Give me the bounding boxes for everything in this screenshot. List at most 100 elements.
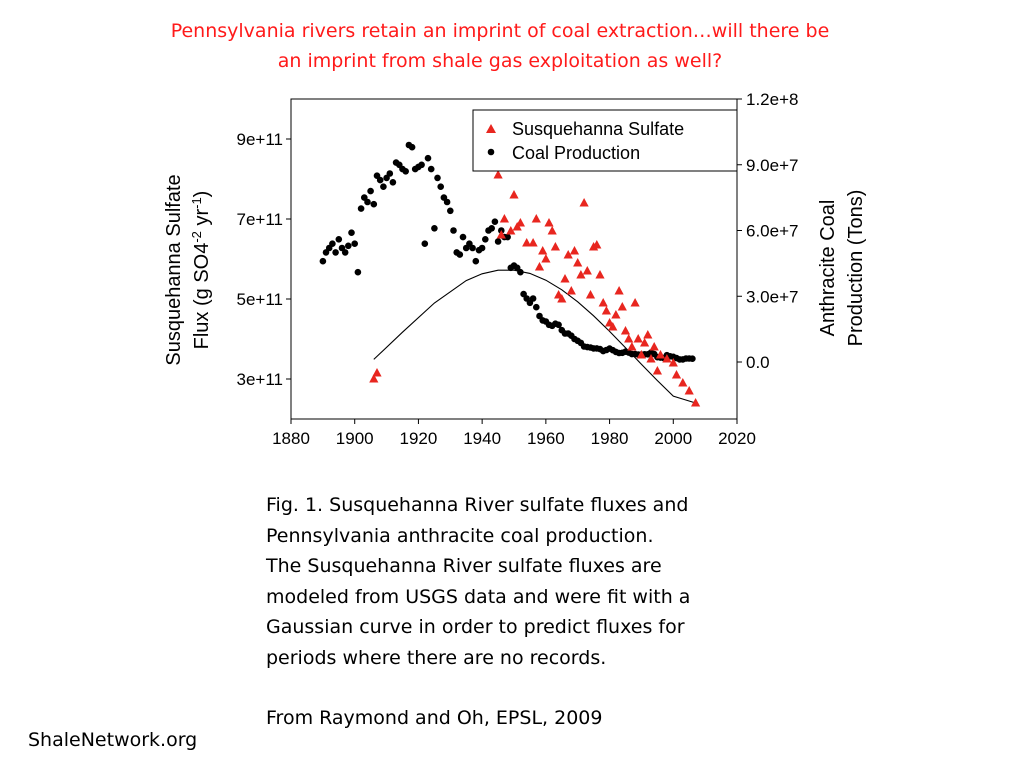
sulfate-flux-point [655, 350, 666, 359]
sulfate-flux-point [678, 378, 688, 387]
coal-production-point [341, 249, 349, 256]
legend: Susquehanna Sulfate Coal Production [472, 109, 738, 172]
sulfate-flux-point [617, 302, 627, 311]
left-axis-title-line-1: Susquehanna Sulfate [163, 174, 185, 365]
legend-sulfate-marker [486, 124, 496, 133]
right-axis-title-line-2: Production (Tons) [845, 190, 867, 347]
caption-line: periods where there are no records. [266, 646, 607, 669]
slide-title-line-1: Pennsylvania rivers retain an imprint of… [170, 20, 830, 42]
x-axis-tick-label: 1880 [272, 429, 310, 448]
sulfate-flux-point [649, 342, 659, 351]
sulfate-flux-point [620, 326, 631, 335]
coal-production-point [351, 240, 359, 247]
sulfate-flux-point [493, 170, 503, 179]
coal-production-point [335, 236, 343, 243]
sulfate-flux-point [608, 322, 618, 331]
sulfate-flux-point [560, 274, 570, 283]
left-axis-tick-label: 3e+11 [237, 370, 283, 389]
sulfate-flux-point [652, 366, 662, 375]
coal-production-point [504, 233, 511, 241]
sulfate-flux-point [509, 190, 519, 199]
sulfate-flux-point [611, 310, 621, 319]
coal-production-point [332, 249, 339, 256]
sulfate-flux-point [671, 370, 682, 379]
sulfate-flux-point [534, 262, 545, 271]
sulfate-flux-point [499, 214, 509, 223]
sulfate-flux-point [643, 330, 653, 339]
coal-production-point [491, 218, 499, 225]
coal-production-point [380, 183, 387, 190]
sulfate-flux-point [369, 374, 379, 383]
caption-line: modeled from USGS data and were fit with… [266, 585, 691, 608]
coal-production-point [450, 227, 457, 234]
slide-title-line-2: an imprint from shale gas exploitation a… [277, 50, 723, 72]
sulfate-flux-point [544, 218, 554, 227]
sulfate-flux-point [506, 226, 516, 235]
coal-production-point [389, 179, 397, 186]
coal-production-point [424, 154, 432, 162]
coal-production-point [478, 244, 486, 252]
legend-coal-label: Coal Production [512, 143, 640, 163]
sulfate-flux-point [573, 258, 583, 267]
sulfate-flux-point [691, 398, 701, 407]
right-axis-tick-label: 1.2e+8 [746, 90, 798, 109]
sulfate-flux-point [557, 294, 567, 303]
coal-production-point [418, 161, 425, 169]
x-axis-tick-label: 1940 [463, 429, 501, 448]
figure-caption: Fig. 1. Susquehanna River sulfate fluxes… [266, 490, 766, 734]
source-citation: From Raymond and Oh, EPSL, 2009 [266, 707, 603, 729]
sulfate-flux-point [576, 270, 586, 279]
coal-production-point [386, 170, 394, 177]
sulfate-flux-point [496, 230, 506, 239]
sulfate-flux-point [627, 342, 637, 351]
sulfate-flux-point [640, 338, 650, 347]
coal-production-point [427, 165, 435, 173]
legend-sulfate-label: Susquehanna Sulfate [512, 119, 684, 139]
legend-box [472, 109, 738, 172]
coal-production-point [319, 257, 327, 265]
coal-production-point [488, 225, 496, 232]
coal-production-point [329, 240, 336, 247]
sulfate-flux-point [547, 226, 557, 235]
sulfate-flux-point [569, 246, 580, 255]
coal-production-point [459, 233, 467, 241]
right-axis-title-line-1: Anthracite Coal [817, 200, 839, 337]
sulfate-flux-point [541, 254, 551, 263]
sulfate-flux-point [563, 250, 573, 259]
sulfate-flux-point [598, 298, 608, 307]
right-axis-tick-label: 3.0e+7 [746, 287, 798, 306]
coal-production-point [408, 143, 416, 151]
right-axis-tick-label: 0.0 [746, 353, 770, 372]
coal-production-point [364, 198, 371, 206]
coal-production-point [431, 225, 438, 232]
sulfate-flux-point [646, 354, 656, 363]
coal-production-point [376, 176, 384, 184]
sulfate-flux-point [550, 242, 560, 251]
x-axis-tick-label: 1900 [336, 429, 374, 448]
sulfate-flux-point [585, 290, 596, 299]
coal-production-point [447, 207, 454, 215]
sulfate-flux-point [662, 354, 672, 363]
sulfate-flux-point [579, 198, 589, 207]
sulfate-flux-point [668, 358, 678, 367]
right-axis-tick-label: 9.0e+7 [746, 156, 798, 175]
legend-coal-marker [487, 148, 495, 156]
coal-production-point [421, 240, 429, 247]
coal-production-point [482, 236, 489, 243]
right-axis-tick-label: 6.0e+7 [746, 222, 798, 241]
coal-production-point [354, 268, 362, 276]
coal-production-point [533, 303, 540, 311]
coal-production-point [367, 187, 374, 195]
coal-production-point [402, 168, 410, 175]
x-axis-tick-label: 1960 [527, 429, 565, 448]
coal-production-point [494, 238, 502, 245]
sulfate-flux-point [633, 334, 643, 343]
coal-production-point [345, 242, 352, 250]
coal-production-point [469, 244, 476, 252]
sulfate-flux-point [372, 368, 382, 377]
sulfate-flux-point [636, 350, 646, 359]
coal-production-point [555, 321, 562, 329]
coal-production-point [472, 257, 480, 265]
left-axis-tick-label: 7e+11 [237, 210, 283, 229]
left-axis-tick-label: 5e+11 [237, 290, 283, 309]
